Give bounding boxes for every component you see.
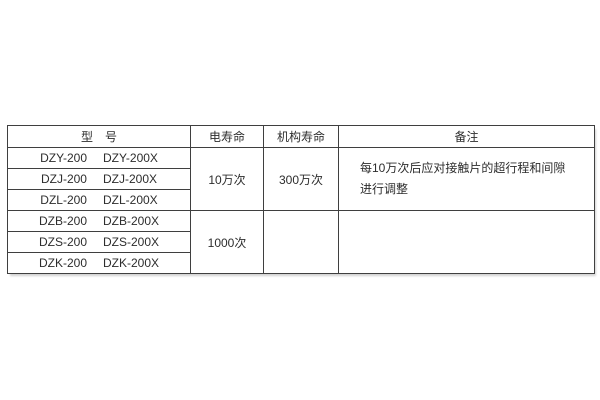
model-cell: DZL-200 DZL-200X (7, 189, 191, 211)
model-pair: DZJ-200 DZJ-200X (9, 172, 190, 186)
table-row: DZB-200 DZB-200X 1000次 (7, 210, 595, 274)
table-row: DZK-200 DZK-200X (7, 252, 595, 274)
table-header-row: 型 号 电寿命 机构寿命 备注 (7, 125, 595, 148)
model-pair: DZY-200 DZY-200X (9, 151, 190, 165)
model-pair: DZS-200 DZS-200X (9, 235, 190, 249)
model-variant: DZK-200X (103, 256, 160, 270)
model-base: DZL-200 (40, 193, 87, 207)
mechanism-life-cell (263, 210, 339, 274)
model-variant: DZL-200X (102, 193, 158, 207)
remarks-cell: 每10万次后应对接触片的超行程和间隙 进行调整 (338, 147, 595, 211)
model-base: DZJ-200 (40, 172, 87, 186)
model-cell: DZJ-200 DZJ-200X (7, 168, 191, 190)
model-variant: DZJ-200X (102, 172, 158, 186)
table-row: DZL-200 DZL-200X (7, 189, 595, 211)
model-cell: DZY-200 DZY-200X (7, 147, 191, 169)
col-header-remarks: 备注 (338, 125, 595, 148)
model-base: DZK-200 (38, 256, 87, 270)
remarks-cell (338, 210, 595, 274)
model-base: DZB-200 (38, 214, 87, 228)
col-header-model: 型 号 (7, 125, 191, 148)
remark-line: 进行调整 (360, 182, 409, 196)
relay-life-spec-table: 型 号 电寿命 机构寿命 备注 DZY-200 DZY-200X 10万次 30… (7, 125, 595, 274)
table-row: DZY-200 DZY-200X 10万次 300万次 每10万次后应对接触片的… (7, 147, 595, 211)
col-header-mechanism-life: 机构寿命 (263, 125, 339, 148)
model-cell: DZK-200 DZK-200X (7, 252, 191, 274)
model-cell: DZS-200 DZS-200X (7, 231, 191, 253)
model-pair: DZK-200 DZK-200X (9, 256, 190, 270)
table-row: DZJ-200 DZJ-200X (7, 168, 595, 190)
col-header-electrical-life: 电寿命 (190, 125, 264, 148)
remark-line: 每10万次后应对接触片的超行程和间隙 (360, 161, 566, 175)
model-pair: DZL-200 DZL-200X (9, 193, 190, 207)
model-pair: DZB-200 DZB-200X (9, 214, 190, 228)
model-variant: DZB-200X (103, 214, 160, 228)
model-variant: DZS-200X (103, 235, 160, 249)
electrical-life-cell: 1000次 (190, 210, 264, 274)
model-base: DZS-200 (38, 235, 87, 249)
mechanism-life-cell: 300万次 (263, 147, 339, 211)
model-base: DZY-200 (40, 151, 87, 165)
model-variant: DZY-200X (103, 151, 158, 165)
model-cell: DZB-200 DZB-200X (7, 210, 191, 232)
electrical-life-cell: 10万次 (190, 147, 264, 211)
